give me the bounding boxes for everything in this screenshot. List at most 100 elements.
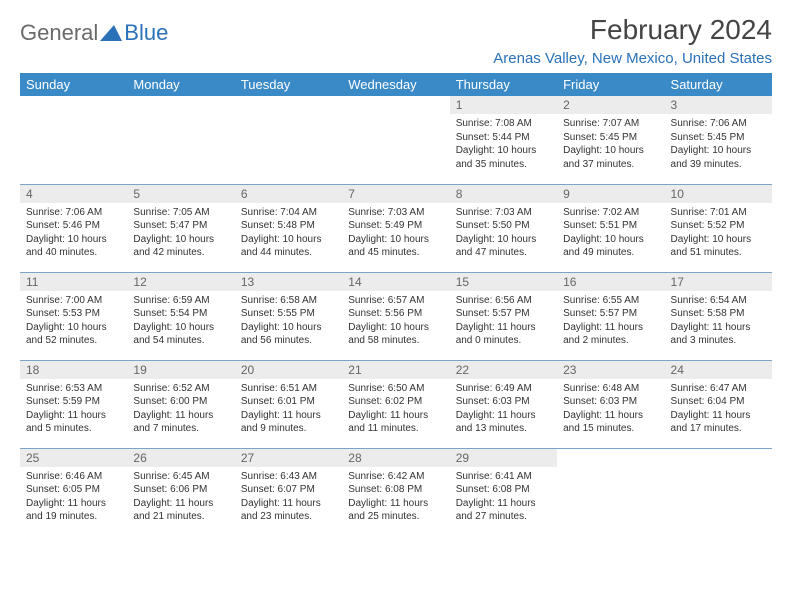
sunset-text: Sunset: 6:07 PM <box>241 483 336 497</box>
day-details: Sunrise: 6:41 AMSunset: 6:08 PMDaylight:… <box>450 467 557 527</box>
sunrise-text: Sunrise: 6:58 AM <box>241 294 336 308</box>
sunset-text: Sunset: 6:06 PM <box>133 483 228 497</box>
daylight-text: Daylight: 11 hours and 0 minutes. <box>456 321 551 348</box>
day-details: Sunrise: 6:51 AMSunset: 6:01 PMDaylight:… <box>235 379 342 439</box>
day-details: Sunrise: 7:08 AMSunset: 5:44 PMDaylight:… <box>450 114 557 174</box>
calendar-day-cell: 5Sunrise: 7:05 AMSunset: 5:47 PMDaylight… <box>127 184 234 272</box>
header: General Blue February 2024 Arenas Valley… <box>20 14 772 67</box>
sunset-text: Sunset: 6:01 PM <box>241 395 336 409</box>
day-number: 12 <box>127 273 234 291</box>
sunrise-text: Sunrise: 7:03 AM <box>456 206 551 220</box>
calendar-week-row: 4Sunrise: 7:06 AMSunset: 5:46 PMDaylight… <box>20 184 772 272</box>
day-number: 26 <box>127 449 234 467</box>
calendar-week-row: 18Sunrise: 6:53 AMSunset: 5:59 PMDayligh… <box>20 360 772 448</box>
day-number: 14 <box>342 273 449 291</box>
sunrise-text: Sunrise: 7:01 AM <box>671 206 766 220</box>
calendar-day-cell: 6 Sunrise: 7:04 AMSunset: 5:48 PMDaylight… <box>235 184 342 272</box>
daylight-text: Daylight: 11 hours and 25 minutes. <box>348 497 443 524</box>
sunrise-text: Sunrise: 7:04 AM <box>241 206 336 220</box>
day-number: 21 <box>342 361 449 379</box>
daylight-text: Daylight: 10 hours and 42 minutes. <box>133 233 228 260</box>
sunset-text: Sunset: 5:54 PM <box>133 307 228 321</box>
day-number: 27 <box>235 449 342 467</box>
day-number: 28 <box>342 449 449 467</box>
day-details: Sunrise: 6:59 AMSunset: 5:54 PMDaylight:… <box>127 291 234 351</box>
day-number: 25 <box>20 449 127 467</box>
sunrise-text: Sunrise: 6:54 AM <box>671 294 766 308</box>
sunset-text: Sunset: 5:56 PM <box>348 307 443 321</box>
calendar-day-cell: 25Sunrise: 6:46 AMSunset: 6:05 PMDayligh… <box>20 448 127 536</box>
calendar-day-cell: 11Sunrise: 7:00 AMSunset: 5:53 PMDayligh… <box>20 272 127 360</box>
sunset-text: Sunset: 5:44 PM <box>456 131 551 145</box>
logo-text-blue: Blue <box>124 20 168 46</box>
daylight-text: Daylight: 10 hours and 35 minutes. <box>456 144 551 171</box>
sunset-text: Sunset: 5:51 PM <box>563 219 658 233</box>
day-details: Sunrise: 7:02 AMSunset: 5:51 PMDaylight:… <box>557 203 664 263</box>
sunrise-text: Sunrise: 6:45 AM <box>133 470 228 484</box>
sunrise-text: Sunrise: 6:51 AM <box>241 382 336 396</box>
sunset-text: Sunset: 5:47 PM <box>133 219 228 233</box>
weekday-header: Friday <box>557 73 664 96</box>
sunrise-text: Sunrise: 6:42 AM <box>348 470 443 484</box>
day-number: 20 <box>235 361 342 379</box>
calendar-day-cell: 2Sunrise: 7:07 AMSunset: 5:45 PMDaylight… <box>557 96 664 184</box>
sunset-text: Sunset: 5:45 PM <box>563 131 658 145</box>
day-number: 6 <box>235 185 342 203</box>
weekday-header-row: Sunday Monday Tuesday Wednesday Thursday… <box>20 73 772 96</box>
daylight-text: Daylight: 10 hours and 52 minutes. <box>26 321 121 348</box>
day-number: 11 <box>20 273 127 291</box>
day-details: Sunrise: 7:03 AMSunset: 5:50 PMDaylight:… <box>450 203 557 263</box>
weekday-header: Saturday <box>665 73 772 96</box>
weekday-header: Tuesday <box>235 73 342 96</box>
day-details: Sunrise: 6:50 AMSunset: 6:02 PMDaylight:… <box>342 379 449 439</box>
calendar-day-cell: 4Sunrise: 7:06 AMSunset: 5:46 PMDaylight… <box>20 184 127 272</box>
calendar-day-cell: 20Sunrise: 6:51 AMSunset: 6:01 PMDayligh… <box>235 360 342 448</box>
calendar-day-cell <box>342 96 449 184</box>
sunset-text: Sunset: 5:48 PM <box>241 219 336 233</box>
sunset-text: Sunset: 5:52 PM <box>671 219 766 233</box>
day-details: Sunrise: 6:46 AMSunset: 6:05 PMDaylight:… <box>20 467 127 527</box>
day-details: Sunrise: 6:52 AMSunset: 6:00 PMDaylight:… <box>127 379 234 439</box>
day-details: Sunrise: 7:00 AMSunset: 5:53 PMDaylight:… <box>20 291 127 351</box>
daylight-text: Daylight: 10 hours and 56 minutes. <box>241 321 336 348</box>
day-details: Sunrise: 6:43 AMSunset: 6:07 PMDaylight:… <box>235 467 342 527</box>
sunrise-text: Sunrise: 6:57 AM <box>348 294 443 308</box>
day-number: 10 <box>665 185 772 203</box>
calendar-day-cell <box>127 96 234 184</box>
day-details: Sunrise: 6:48 AMSunset: 6:03 PMDaylight:… <box>557 379 664 439</box>
calendar-day-cell: 27Sunrise: 6:43 AMSunset: 6:07 PMDayligh… <box>235 448 342 536</box>
daylight-text: Daylight: 10 hours and 51 minutes. <box>671 233 766 260</box>
calendar-day-cell: 1Sunrise: 7:08 AMSunset: 5:44 PMDaylight… <box>450 96 557 184</box>
logo-text-general: General <box>20 20 98 46</box>
day-details: Sunrise: 6:53 AMSunset: 5:59 PMDaylight:… <box>20 379 127 439</box>
sunrise-text: Sunrise: 6:56 AM <box>456 294 551 308</box>
calendar-week-row: 25Sunrise: 6:46 AMSunset: 6:05 PMDayligh… <box>20 448 772 536</box>
calendar-day-cell: 15Sunrise: 6:56 AMSunset: 5:57 PMDayligh… <box>450 272 557 360</box>
sunrise-text: Sunrise: 6:52 AM <box>133 382 228 396</box>
day-number: 13 <box>235 273 342 291</box>
calendar-day-cell <box>20 96 127 184</box>
sunset-text: Sunset: 5:49 PM <box>348 219 443 233</box>
day-details: Sunrise: 6:58 AMSunset: 5:55 PMDaylight:… <box>235 291 342 351</box>
sunset-text: Sunset: 5:53 PM <box>26 307 121 321</box>
daylight-text: Daylight: 10 hours and 39 minutes. <box>671 144 766 171</box>
calendar-day-cell <box>665 448 772 536</box>
sunrise-text: Sunrise: 7:05 AM <box>133 206 228 220</box>
sunset-text: Sunset: 5:57 PM <box>456 307 551 321</box>
day-details: Sunrise: 6:47 AMSunset: 6:04 PMDaylight:… <box>665 379 772 439</box>
daylight-text: Daylight: 11 hours and 5 minutes. <box>26 409 121 436</box>
day-details: Sunrise: 7:03 AMSunset: 5:49 PMDaylight:… <box>342 203 449 263</box>
daylight-text: Daylight: 11 hours and 17 minutes. <box>671 409 766 436</box>
location: Arenas Valley, New Mexico, United States <box>493 50 772 67</box>
calendar-day-cell: 21Sunrise: 6:50 AMSunset: 6:02 PMDayligh… <box>342 360 449 448</box>
daylight-text: Daylight: 10 hours and 44 minutes. <box>241 233 336 260</box>
day-number: 16 <box>557 273 664 291</box>
sunrise-text: Sunrise: 6:43 AM <box>241 470 336 484</box>
sunset-text: Sunset: 5:57 PM <box>563 307 658 321</box>
day-number: 22 <box>450 361 557 379</box>
day-details: Sunrise: 6:54 AMSunset: 5:58 PMDaylight:… <box>665 291 772 351</box>
sunset-text: Sunset: 6:02 PM <box>348 395 443 409</box>
sunrise-text: Sunrise: 7:07 AM <box>563 117 658 131</box>
month-title: February 2024 <box>493 14 772 46</box>
sunrise-text: Sunrise: 7:02 AM <box>563 206 658 220</box>
